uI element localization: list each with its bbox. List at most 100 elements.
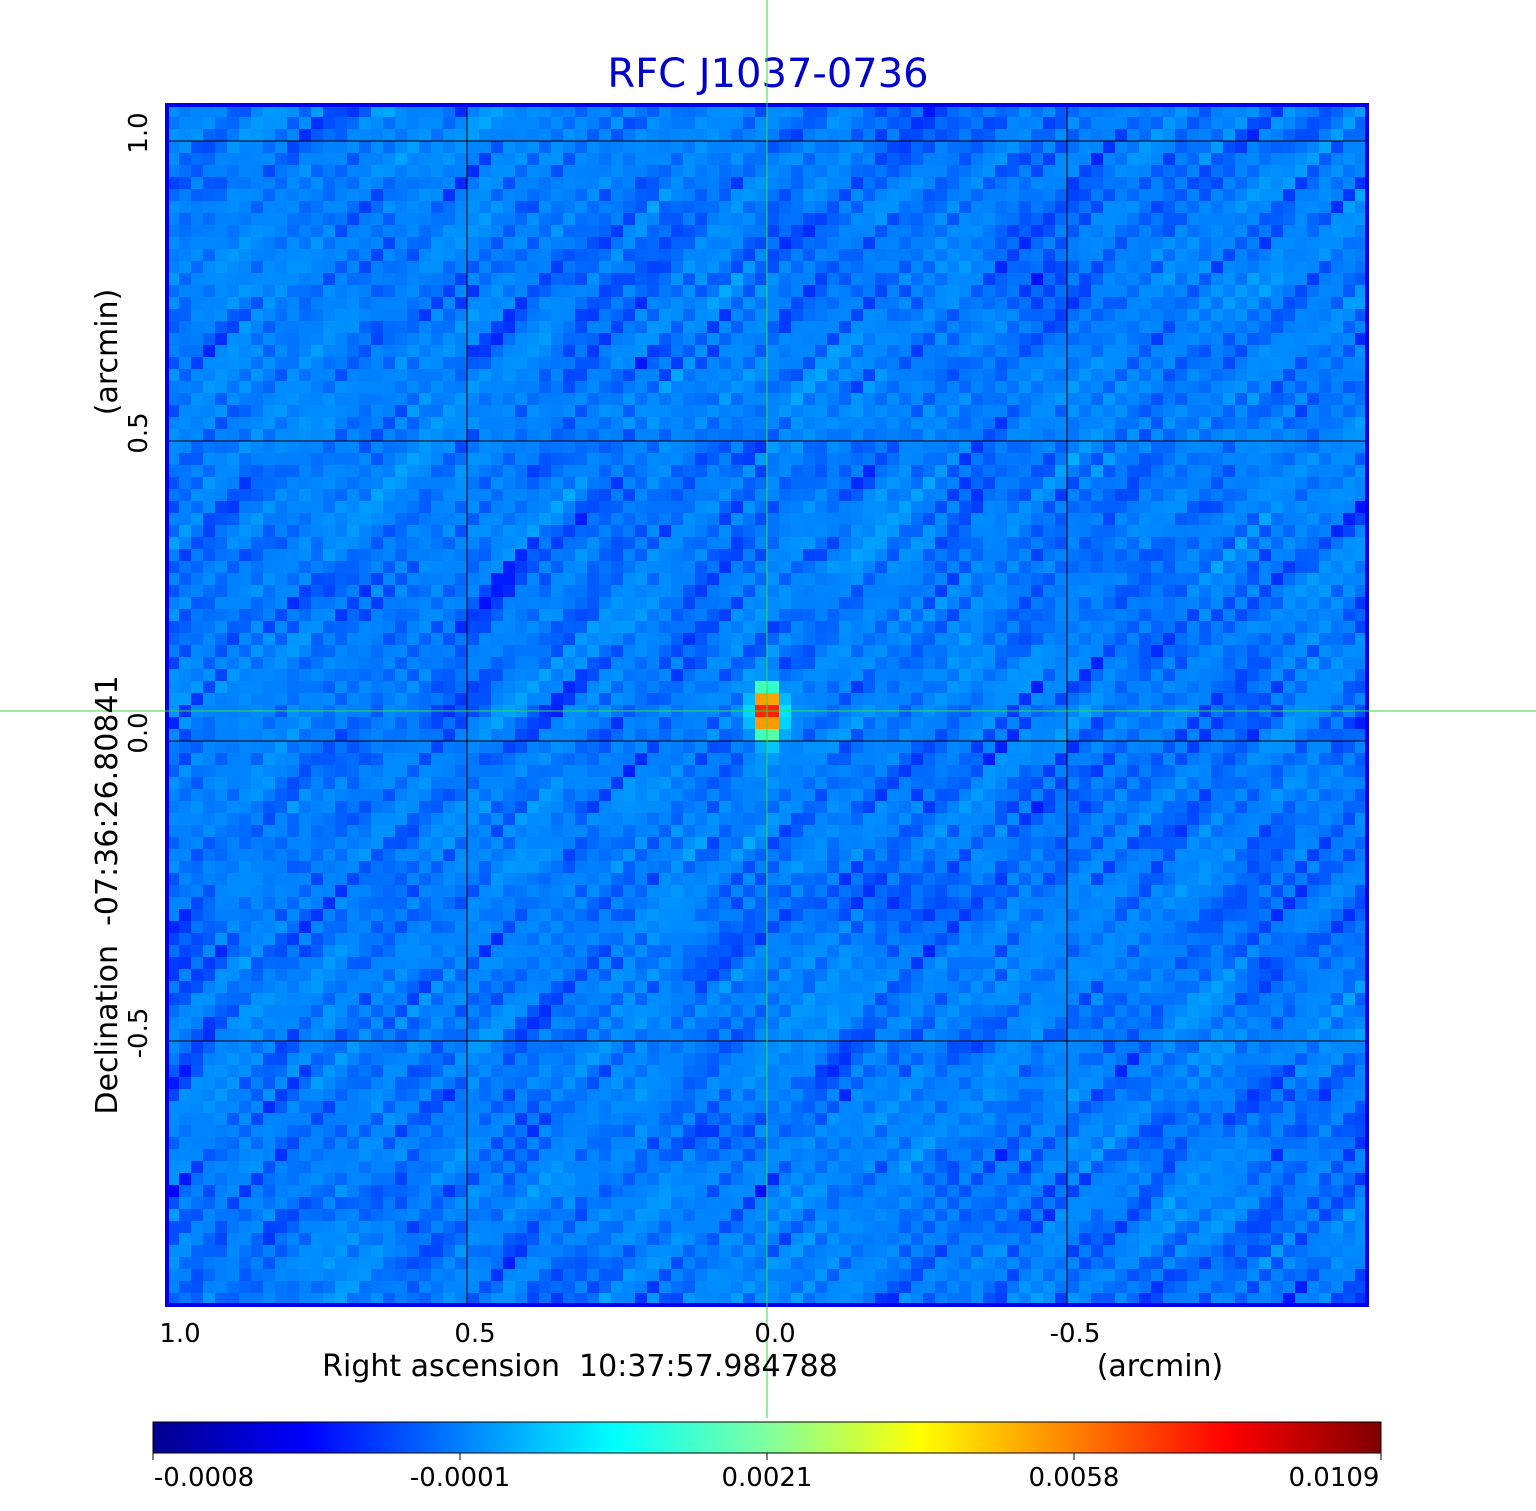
heatmap-cell xyxy=(743,561,756,574)
heatmap-cell xyxy=(827,693,840,706)
heatmap-cell xyxy=(575,273,588,286)
heatmap-cell xyxy=(1079,117,1092,130)
heatmap-cell xyxy=(395,585,408,598)
heatmap-cell xyxy=(347,381,360,394)
heatmap-cell xyxy=(1019,573,1032,586)
heatmap-cell xyxy=(563,585,576,598)
heatmap-cell xyxy=(1283,465,1296,478)
heatmap-cell xyxy=(1319,117,1332,130)
heatmap-cell xyxy=(767,273,780,286)
heatmap-cell xyxy=(1271,501,1284,514)
heatmap-cell xyxy=(707,513,720,526)
heatmap-cell xyxy=(671,693,684,706)
heatmap-cell xyxy=(695,597,708,610)
heatmap-cell xyxy=(1019,669,1032,682)
heatmap-cell xyxy=(347,693,360,706)
heatmap-cell xyxy=(1055,561,1068,574)
heatmap-cell xyxy=(779,441,792,454)
heatmap-cell xyxy=(251,105,264,118)
heatmap-cell xyxy=(1091,213,1104,226)
heatmap-cell xyxy=(551,189,564,202)
heatmap-cell xyxy=(431,357,444,370)
heatmap-cell xyxy=(815,129,828,142)
heatmap-cell xyxy=(1043,501,1056,514)
heatmap-cell xyxy=(671,453,684,466)
heatmap-cell xyxy=(875,213,888,226)
heatmap-cell xyxy=(1091,621,1104,634)
heatmap-cell xyxy=(539,477,552,490)
heatmap-cell xyxy=(239,489,252,502)
heatmap-cell xyxy=(1019,405,1032,418)
heatmap-cell xyxy=(383,669,396,682)
heatmap-cell xyxy=(779,537,792,550)
heatmap-cell xyxy=(371,525,384,538)
heatmap-cell xyxy=(767,573,780,586)
heatmap-cell xyxy=(1247,681,1260,694)
heatmap-cell xyxy=(1079,141,1092,154)
heatmap-cell xyxy=(311,633,324,646)
heatmap-cell xyxy=(779,285,792,298)
heatmap-cell xyxy=(971,561,984,574)
heatmap-cell xyxy=(1043,393,1056,406)
heatmap-cell xyxy=(827,333,840,346)
heatmap-cell xyxy=(1031,393,1044,406)
heatmap-cell xyxy=(443,105,456,118)
heatmap-cell xyxy=(935,537,948,550)
heatmap-cell xyxy=(887,105,900,118)
heatmap-cell xyxy=(431,621,444,634)
heatmap-cell xyxy=(1103,417,1116,430)
heatmap-cell xyxy=(779,393,792,406)
heatmap-cell xyxy=(623,105,636,118)
heatmap-cell xyxy=(419,585,432,598)
heatmap-cell xyxy=(707,429,720,442)
heatmap-cell xyxy=(1055,465,1068,478)
heatmap-cell xyxy=(287,177,300,190)
heatmap-cell xyxy=(743,453,756,466)
heatmap-cell xyxy=(407,597,420,610)
heatmap-cell xyxy=(371,321,384,334)
heatmap-cell xyxy=(215,201,228,214)
heatmap-cell xyxy=(1103,525,1116,538)
heatmap-cell xyxy=(527,141,540,154)
heatmap-cell xyxy=(899,597,912,610)
heatmap-cell xyxy=(383,621,396,634)
heatmap-cell xyxy=(1331,249,1344,262)
heatmap-cell xyxy=(1103,189,1116,202)
heatmap-cell xyxy=(1163,621,1176,634)
heatmap-cell xyxy=(359,621,372,634)
heatmap-cell xyxy=(1103,285,1116,298)
heatmap-cell xyxy=(935,681,948,694)
heatmap-cell xyxy=(659,333,672,346)
heatmap-cell xyxy=(575,165,588,178)
heatmap-cell xyxy=(995,297,1008,310)
heatmap-cell xyxy=(1295,285,1308,298)
heatmap-cell xyxy=(479,549,492,562)
heatmap-cell xyxy=(683,537,696,550)
heatmap-cell xyxy=(515,213,528,226)
heatmap-cell xyxy=(971,393,984,406)
heatmap-cell xyxy=(215,153,228,166)
heatmap-cell xyxy=(1127,633,1140,646)
heatmap-cell xyxy=(959,369,972,382)
heatmap-cell xyxy=(803,285,816,298)
heatmap-cell xyxy=(839,105,852,118)
heatmap-cell xyxy=(1151,621,1164,634)
heatmap-cell xyxy=(1079,609,1092,622)
heatmap-cell xyxy=(875,405,888,418)
heatmap-cell xyxy=(1079,129,1092,142)
heatmap-cell xyxy=(1223,417,1236,430)
heatmap-cell xyxy=(839,261,852,274)
heatmap-cell xyxy=(1031,105,1044,118)
heatmap-cell xyxy=(647,357,660,370)
heatmap-cell xyxy=(635,609,648,622)
heatmap-cell xyxy=(839,165,852,178)
heatmap-cell xyxy=(467,465,480,478)
heatmap-cell xyxy=(779,117,792,130)
heatmap-cell xyxy=(1127,441,1140,454)
heatmap-cell xyxy=(215,381,228,394)
heatmap-cell xyxy=(1067,681,1080,694)
heatmap-cell xyxy=(671,669,684,682)
heatmap-cell xyxy=(851,465,864,478)
heatmap-cell xyxy=(851,105,864,118)
heatmap-cell xyxy=(1235,369,1248,382)
